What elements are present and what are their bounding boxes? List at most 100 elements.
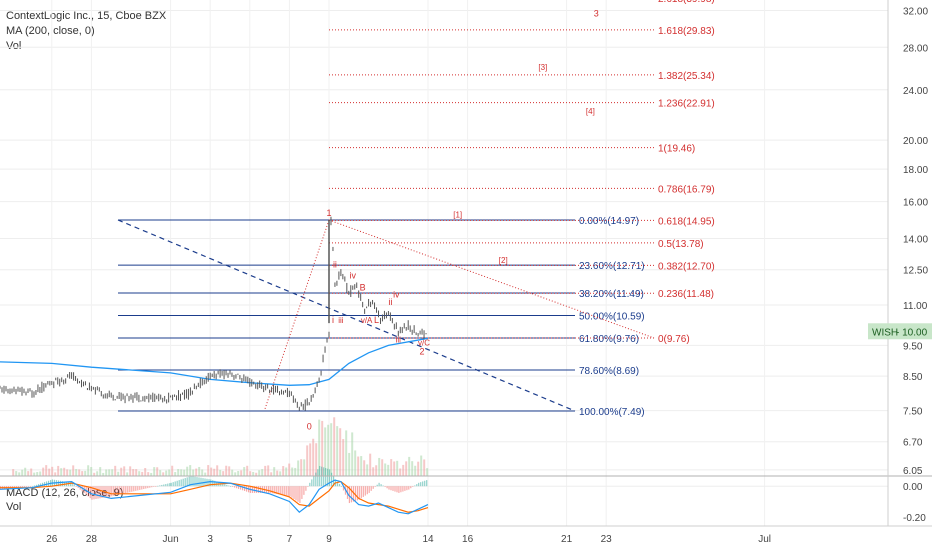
macd-histogram-bar	[149, 486, 151, 488]
macd-histogram-bar	[174, 481, 176, 487]
volume-bar	[108, 469, 111, 476]
volume-bar	[138, 471, 141, 476]
x-tick-label: 5	[247, 534, 253, 545]
volume-legend[interactable]: Vol	[6, 40, 22, 52]
wave-label: [3]	[538, 63, 547, 72]
volume-bar	[48, 468, 51, 476]
volume-bar	[360, 456, 363, 476]
macd-histogram-bar	[420, 482, 422, 487]
volume-bar	[111, 469, 114, 476]
volume-bar	[33, 472, 36, 476]
macd-histogram-bar	[410, 486, 412, 489]
macd-y-tick-label: 0.00	[903, 482, 923, 493]
macd-histogram-bar	[354, 486, 356, 501]
x-tick-label: Jul	[758, 534, 771, 545]
volume-bar	[198, 466, 201, 476]
fib-extension-label: 0.5(13.78)	[658, 239, 704, 250]
volume-bar	[147, 472, 150, 476]
fib-retracement-label: 38.20%(11.49)	[579, 289, 644, 300]
macd-volume-legend[interactable]: Vol	[6, 501, 22, 513]
macd-histogram-bar	[208, 479, 210, 487]
volume-bar	[303, 459, 306, 476]
volume-bar	[219, 469, 222, 476]
macd-histogram-bar	[127, 486, 129, 493]
macd-histogram-bar	[147, 486, 149, 489]
macd-y-tick-label: -0.20	[903, 513, 926, 524]
ma-legend[interactable]: MA (200, close, 0)	[6, 25, 95, 37]
fib-extension-label: 1.618(29.83)	[658, 26, 715, 37]
volume-bar	[381, 459, 384, 476]
fib-retracement-label: 0.00%(14.97)	[579, 216, 639, 227]
volume-bar	[192, 469, 195, 476]
volume-bar	[84, 470, 87, 476]
wave-label: 0	[307, 422, 312, 432]
macd-histogram-bar	[323, 467, 325, 487]
fib-extension-label: 1(19.46)	[658, 144, 695, 155]
volume-bar	[51, 466, 54, 476]
fib-extension-label-clipped: 2.618(39.98)	[658, 0, 715, 5]
fib-retracement-label: 50.00%(10.59)	[579, 311, 645, 322]
macd-histogram-bar	[163, 484, 165, 487]
volume-bar	[348, 452, 351, 476]
macd-histogram-bar	[79, 486, 81, 490]
macd-histogram-bar	[153, 486, 155, 487]
volume-bar	[375, 465, 378, 476]
volume-bar	[405, 461, 408, 476]
volume-bar	[12, 469, 15, 476]
macd-histogram-bar	[159, 485, 161, 487]
volume-bar	[282, 466, 285, 476]
macd-histogram-bar	[242, 486, 244, 491]
macd-histogram-bar	[416, 484, 418, 487]
macd-histogram-bar	[141, 486, 143, 490]
macd-histogram-bar	[137, 486, 139, 491]
macd-histogram-bar	[295, 486, 297, 501]
volume-bar	[339, 428, 342, 476]
macd-histogram-bar	[412, 486, 414, 487]
fib-retracement-label: 61.80%(9.76)	[579, 334, 639, 345]
extension-trend-line	[328, 219, 655, 339]
volume-bar	[399, 468, 402, 476]
fib-retracement: 0.00%(14.97) 23.60%(12.71) 38.20%(11.49) 50…	[118, 216, 645, 418]
volume-bar	[294, 467, 297, 476]
volume-bar	[168, 469, 171, 476]
macd-histogram-bar	[382, 485, 384, 487]
volume-bar	[378, 457, 381, 476]
macd-histogram-bar	[91, 486, 93, 500]
macd-histogram-bar	[408, 486, 410, 490]
macd-histogram-bar	[212, 480, 214, 487]
macd-histogram-bar	[188, 476, 190, 487]
volume-bar	[159, 470, 162, 476]
macd-histogram-bar	[192, 476, 194, 487]
macd-histogram-bar	[342, 486, 345, 491]
volume-bar	[276, 470, 279, 476]
macd-histogram-bar	[392, 486, 394, 491]
macd-histogram-bar	[111, 486, 113, 497]
macd-histogram-bar	[230, 486, 232, 487]
y-tick-label: 11.00	[903, 301, 928, 312]
volume-bar	[114, 465, 117, 476]
symbol-legend[interactable]: ContextLogic Inc., 15, Cboe BZX	[6, 10, 167, 22]
macd-histogram-bar	[151, 486, 153, 488]
wave-label: ii	[388, 297, 392, 307]
macd-histogram-bar	[325, 468, 327, 487]
macd-histogram-bar	[366, 486, 368, 495]
ma-200-line	[0, 337, 429, 386]
macd-histogram-bar	[182, 478, 184, 487]
volume-bar	[99, 467, 102, 476]
volume-bar	[30, 468, 33, 476]
macd-histogram-bar	[313, 476, 315, 487]
macd-histogram-bar	[424, 480, 426, 487]
volume-bar	[300, 459, 303, 476]
volume-bar	[414, 465, 417, 476]
wave-label: [2]	[499, 256, 508, 265]
volume-bar	[333, 417, 336, 476]
wave-label: v/C	[418, 338, 430, 347]
fib-extension: 1.618(29.83) 1.382(25.34) 1.236(22.91) 1(19…	[329, 0, 715, 345]
macd-histogram-bar	[362, 486, 364, 497]
wave-label: iv	[350, 271, 357, 281]
volume-bar	[228, 466, 231, 476]
macd-histogram-bar	[418, 482, 420, 487]
y-tick-label: 9.50	[903, 341, 923, 352]
volume-bar	[366, 464, 369, 476]
